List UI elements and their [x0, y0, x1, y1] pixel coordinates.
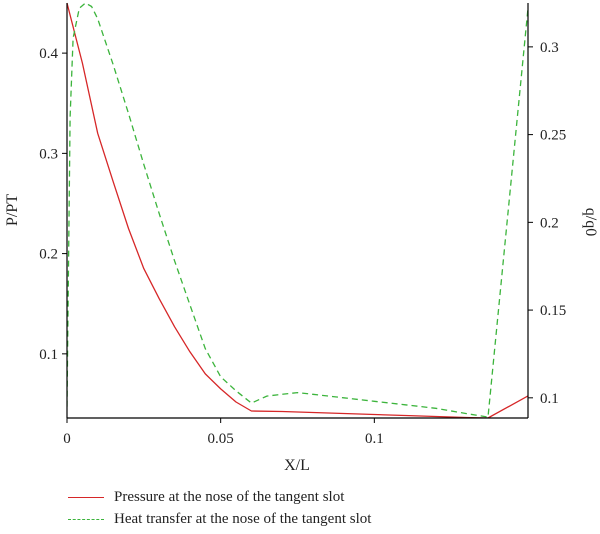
pressure-series-line — [67, 2, 528, 418]
legend-swatch-heat-transfer — [68, 518, 104, 520]
y-axis-title: P/PT — [4, 194, 21, 226]
ticks: 0 0.05 0.1 0.1 0.2 0.3 0.4 0.1 0.15 0.2 0.25 0.3 — [39, 40, 566, 447]
heat-transfer-series-line — [67, 2, 528, 418]
y2-tick-label: 0.15 — [540, 303, 566, 319]
y-tick-label: 0.1 — [39, 347, 58, 363]
x-tick-label: 0.05 — [208, 431, 234, 447]
y2-axis-title: q/q0 — [582, 208, 599, 236]
legend-item-heat-transfer: Heat transfer at the nose of the tangent… — [68, 508, 371, 530]
legend: Pressure at the nose of the tangent slot… — [68, 486, 371, 530]
axes — [66, 3, 529, 419]
y-tick-label: 0.4 — [39, 46, 58, 62]
x-tick-label: 0 — [63, 431, 71, 447]
dual-axis-line-chart: 0 0.05 0.1 0.1 0.2 0.3 0.4 0.1 0.15 0.2 0.25 0.3 X/… — [4, 2, 599, 474]
legend-label-pressure: Pressure at the nose of the tangent slot — [114, 488, 345, 505]
y-tick-label: 0.2 — [39, 247, 58, 263]
y2-tick-label: 0.3 — [540, 40, 559, 56]
x-axis-title: X/L — [284, 457, 310, 474]
plot-area — [67, 2, 528, 418]
legend-swatch-pressure — [68, 496, 104, 498]
legend-item-pressure: Pressure at the nose of the tangent slot — [68, 486, 371, 508]
y2-tick-label: 0.1 — [540, 391, 559, 407]
legend-label-heat-transfer: Heat transfer at the nose of the tangent… — [114, 510, 372, 527]
y2-tick-label: 0.25 — [540, 128, 566, 144]
x-tick-label: 0.1 — [365, 431, 384, 447]
y2-tick-label: 0.2 — [540, 215, 559, 231]
y-tick-label: 0.3 — [39, 146, 58, 162]
